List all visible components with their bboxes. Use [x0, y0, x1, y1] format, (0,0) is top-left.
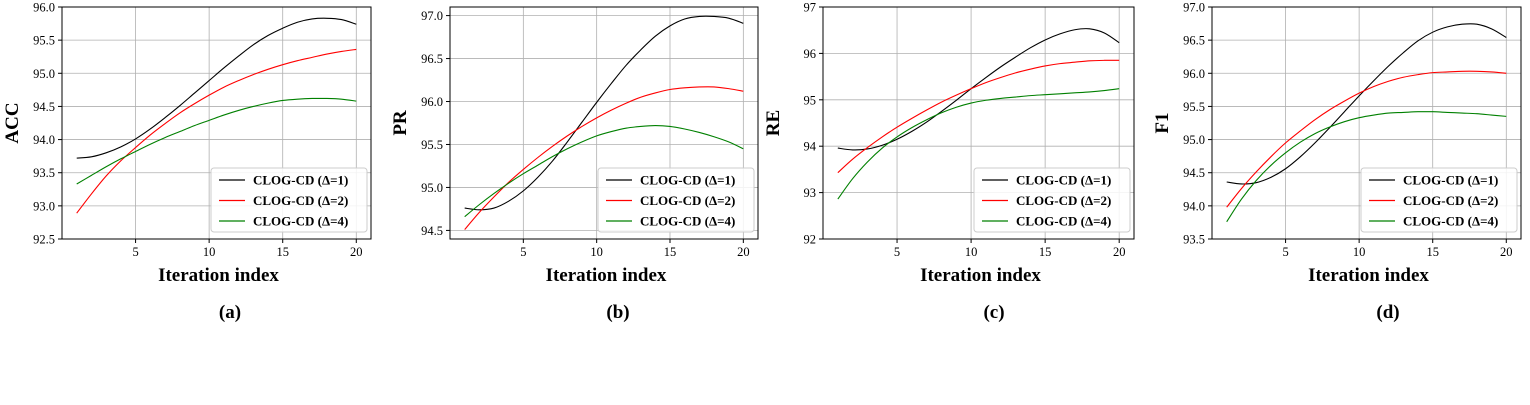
y-tick-label: 95.5 [1183, 100, 1205, 114]
plot-frame [822, 6, 1135, 240]
x-tick-label: 20 [350, 245, 363, 259]
y-tick-label: 96.0 [33, 1, 55, 15]
y-tick-label: 93 [804, 186, 817, 200]
y-tick-label: 94.0 [33, 133, 55, 147]
x-tick-label: 10 [965, 245, 978, 259]
x-tick-label: 5 [894, 245, 900, 259]
y-tick-label: 96.5 [1183, 34, 1205, 48]
y-tick-label: 92 [804, 233, 817, 247]
panel-caption: (c) [983, 302, 1004, 323]
y-tick-label: 93.0 [33, 199, 55, 213]
legend-label: CLOG-CD (Δ=1) [253, 173, 348, 188]
series-line-delta-4 [464, 125, 744, 218]
y-axis-label: PR [390, 110, 411, 136]
legend: CLOG-CD (Δ=1) CLOG-CD (Δ=2) CLOG-CD (Δ=4) [597, 167, 755, 233]
y-tick-label: 95.0 [1183, 133, 1205, 147]
y-tick-label: 94.0 [1183, 199, 1205, 213]
y-tick-label: 94 [804, 140, 817, 154]
chart-panel-2: 5 10 15 20 94.5 95.0 95.5 96.0 96.5 97.0 Iteration… [390, 6, 759, 323]
x-tick-label: 15 [1426, 245, 1439, 259]
y-tick-label: 96.0 [421, 95, 443, 109]
y-tick-label: 95.5 [421, 138, 443, 152]
y-tick-label: 96 [804, 47, 817, 61]
series-line-delta-2 [76, 48, 357, 214]
x-tick-label: 5 [1282, 245, 1288, 259]
x-axis-label: Iteration index [1308, 265, 1429, 286]
y-axis-label: ACC [2, 102, 23, 143]
panel-caption: (a) [219, 302, 241, 323]
y-tick-label: 95 [804, 93, 817, 107]
series-line-delta-1 [1226, 23, 1507, 185]
legend-box [597, 167, 755, 233]
legend: CLOG-CD (Δ=1) CLOG-CD (Δ=2) CLOG-CD (Δ=4) [210, 167, 368, 233]
y-tick-label: 94.5 [421, 224, 443, 238]
x-tick-label: 5 [132, 245, 138, 259]
plot-frame [449, 6, 759, 240]
y-axis-label: F1 [1152, 112, 1173, 133]
series-line-delta-4 [1226, 111, 1507, 223]
x-tick-label: 15 [1039, 245, 1052, 259]
series-line-delta-4 [837, 88, 1120, 200]
series-line-delta-2 [464, 86, 744, 230]
plot-frame [1211, 6, 1522, 240]
x-tick-label: 20 [1500, 245, 1513, 259]
series-line-delta-1 [464, 15, 744, 211]
legend-label: CLOG-CD (Δ=4) [1016, 214, 1111, 229]
chart-panel-1: 5 10 15 20 92.5 93.0 93.5 94.0 94.5 95.0 95.5 96.0 I… [2, 1, 372, 323]
legend-label: CLOG-CD (Δ=2) [253, 193, 348, 208]
y-tick-label: 96.0 [1183, 67, 1205, 81]
y-tick-label: 93.5 [1183, 233, 1205, 247]
legend-box [210, 167, 368, 233]
y-tick-label: 93.5 [33, 166, 55, 180]
chart-panel-4: 5 10 15 20 93.5 94.0 94.5 95.0 95.5 96.0 96.5 97.0 I… [1152, 1, 1522, 323]
y-tick-label: 97 [804, 1, 817, 15]
series-line-delta-4 [76, 97, 357, 185]
series-line-delta-2 [1226, 70, 1507, 208]
legend: CLOG-CD (Δ=1) CLOG-CD (Δ=2) CLOG-CD (Δ=4) [1360, 167, 1518, 233]
y-tick-label: 95.0 [33, 67, 55, 81]
y-tick-label: 92.5 [33, 233, 55, 247]
y-tick-label: 94.5 [1183, 166, 1205, 180]
panel-caption: (d) [1376, 302, 1399, 323]
series-line-delta-1 [76, 17, 357, 159]
panel-caption: (b) [606, 302, 629, 323]
legend-label: CLOG-CD (Δ=4) [640, 214, 735, 229]
y-tick-label: 94.5 [33, 100, 55, 114]
legend: CLOG-CD (Δ=1) CLOG-CD (Δ=2) CLOG-CD (Δ=4) [973, 167, 1131, 233]
x-tick-label: 15 [276, 245, 289, 259]
x-tick-label: 10 [590, 245, 603, 259]
legend-label: CLOG-CD (Δ=2) [640, 193, 735, 208]
y-axis-label: RE [763, 110, 784, 136]
plot-frame [61, 6, 372, 240]
y-tick-label: 95.0 [421, 181, 443, 195]
legend-label: CLOG-CD (Δ=2) [1016, 193, 1111, 208]
series-line-delta-2 [837, 59, 1120, 174]
x-axis-label: Iteration index [158, 265, 279, 286]
chart-panel-3: 5 10 15 20 92 93 94 95 96 97 Iteration index RE CLOG… [763, 1, 1135, 323]
y-tick-label: 97.0 [1183, 1, 1205, 15]
legend-label: CLOG-CD (Δ=1) [1016, 173, 1111, 188]
legend-label: CLOG-CD (Δ=4) [1403, 214, 1498, 229]
x-axis-label: Iteration index [920, 265, 1041, 286]
x-tick-label: 5 [520, 245, 526, 259]
x-tick-label: 10 [1353, 245, 1366, 259]
series-line-delta-1 [837, 28, 1120, 151]
legend-box [973, 167, 1131, 233]
x-tick-label: 20 [737, 245, 750, 259]
legend-label: CLOG-CD (Δ=4) [253, 214, 348, 229]
x-axis-label: Iteration index [546, 265, 667, 286]
y-tick-label: 96.5 [421, 52, 443, 66]
legend-label: CLOG-CD (Δ=1) [640, 173, 735, 188]
x-tick-label: 15 [664, 245, 677, 259]
legend-box [1360, 167, 1518, 233]
y-tick-label: 97.0 [421, 9, 443, 23]
y-tick-label: 95.5 [33, 34, 55, 48]
x-tick-label: 10 [203, 245, 216, 259]
x-tick-label: 20 [1113, 245, 1126, 259]
legend-label: CLOG-CD (Δ=1) [1403, 173, 1498, 188]
legend-label: CLOG-CD (Δ=2) [1403, 193, 1498, 208]
